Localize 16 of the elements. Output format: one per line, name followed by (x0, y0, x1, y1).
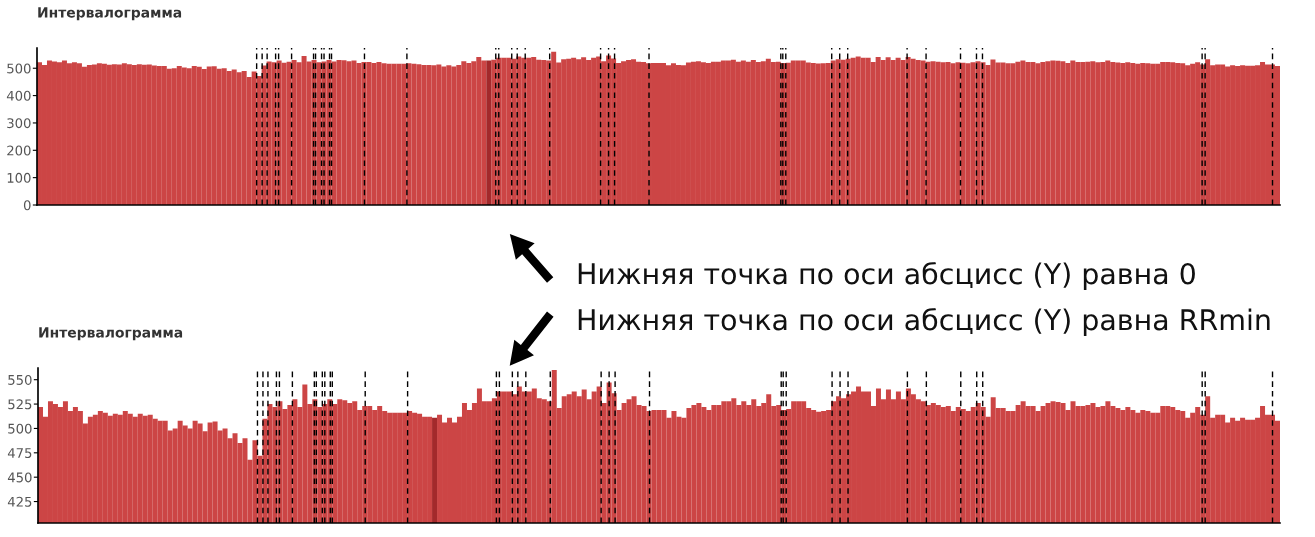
y-tick-label: 475 (7, 448, 32, 459)
y-tick-label: 400 (6, 90, 31, 101)
y-tick-label: 450 (7, 472, 32, 483)
y-tick-label: 500 (7, 63, 31, 74)
y-tick-label: 425 (7, 496, 32, 507)
y-tick-label: 100 (7, 172, 31, 183)
y-tick-label: 300 (7, 118, 31, 129)
y-tick-label: 500 (8, 423, 32, 434)
y-tick-label: 200 (7, 145, 31, 156)
y-tick-label: 525 (8, 399, 32, 410)
y-tick-label: 0 (23, 200, 31, 211)
y-tick-label: 550 (8, 374, 32, 385)
text: Нижняя точка по оси абсцисс (Y) равна RRmin (578, 307, 1270, 337)
chart-title: Интервалограмма (38, 7, 182, 21)
chart-title: Интервалограмма (39, 327, 183, 341)
text: Нижняя точка по оси абсцисс (Y) равна 0 (578, 261, 1195, 291)
